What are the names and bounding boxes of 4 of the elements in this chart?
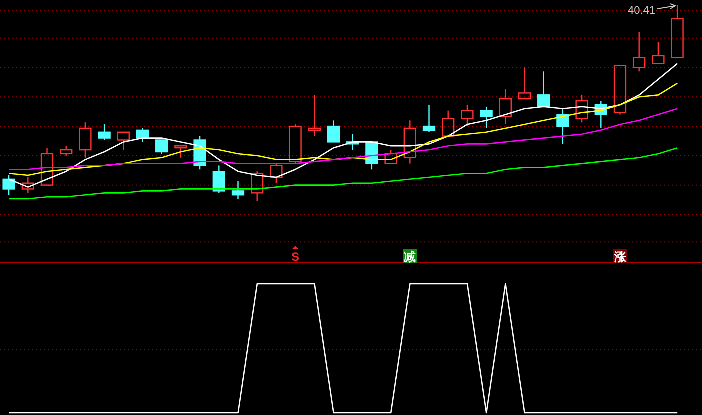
text: 涨 bbox=[613, 250, 628, 264]
text: 减 bbox=[404, 250, 416, 264]
text: S bbox=[292, 250, 300, 264]
annotation: 40.41 bbox=[628, 5, 656, 17]
